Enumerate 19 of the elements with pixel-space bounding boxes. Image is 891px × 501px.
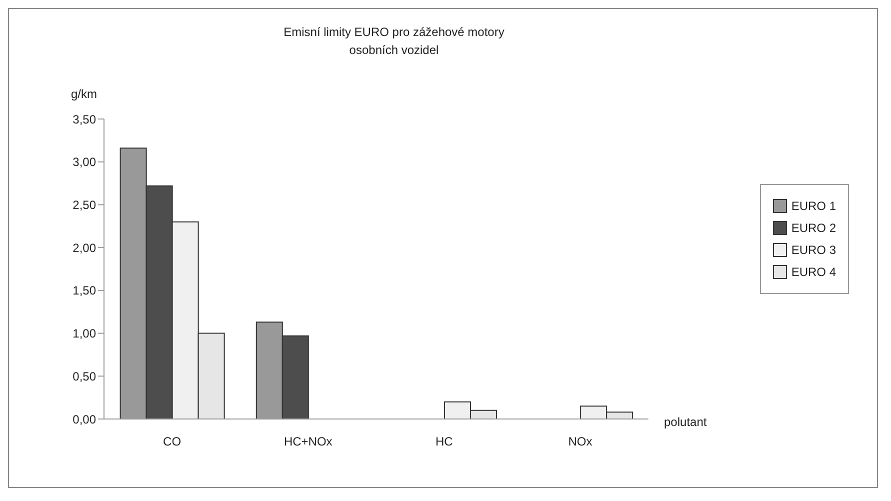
legend-label: EURO 3: [791, 242, 836, 259]
x-tick-label: NOx: [568, 434, 592, 449]
y-tick-label: 3,00: [72, 155, 96, 170]
x-axis-title: polutant: [664, 415, 707, 429]
y-tick-label: 2,00: [72, 240, 96, 255]
y-tick-label: 2,50: [72, 198, 96, 212]
x-tick-label: CO: [163, 434, 182, 449]
y-tick-label: 1,50: [72, 284, 96, 298]
y-tick-label: 0,50: [72, 369, 96, 384]
x-tick-label: HC+NOx: [284, 434, 332, 449]
y-tick-label: 0,00: [72, 412, 96, 426]
chart-title: Emisní limity EURO pro zážehové motory osobních vozidel: [282, 24, 506, 59]
y-tick-label: 1,00: [72, 326, 96, 341]
legend-label: EURO 4: [791, 264, 836, 281]
x-tick-label: HC: [436, 434, 454, 449]
legend-label: EURO 2: [791, 220, 836, 237]
y-axis-title: g/km: [71, 87, 98, 101]
y-tick-label: 3,50: [72, 112, 96, 126]
legend-label: EURO 1: [791, 198, 836, 215]
